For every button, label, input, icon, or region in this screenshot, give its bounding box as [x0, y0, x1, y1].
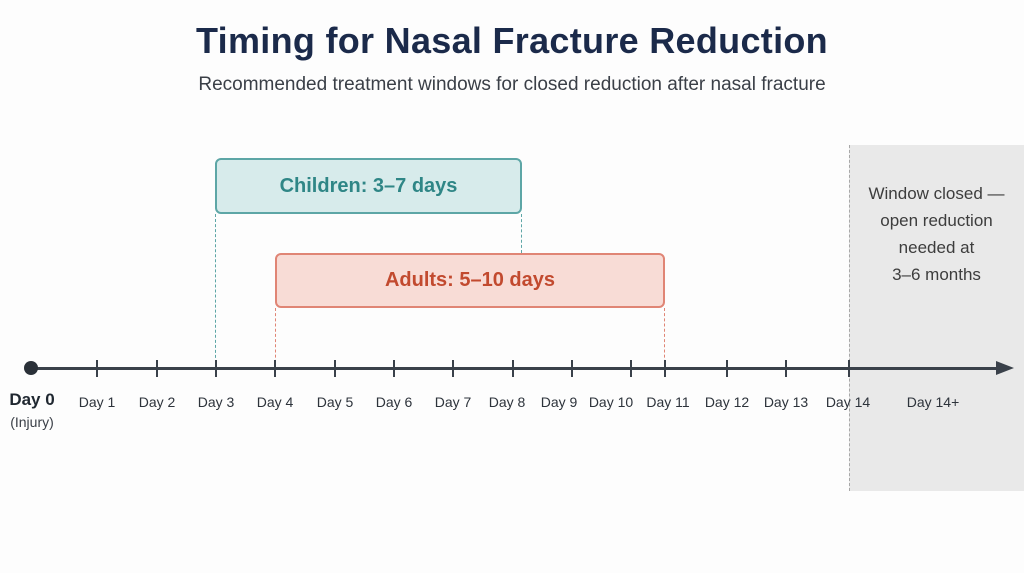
page-subtitle: Recommended treatment windows for closed… — [198, 74, 826, 95]
timeline-tick — [156, 360, 158, 377]
timeline-axis — [31, 367, 999, 370]
timeline-tick-label: Day 12 — [704, 394, 750, 410]
children-start-guide — [215, 214, 216, 368]
timeline-tick-label: Day 1 — [78, 394, 116, 410]
timeline-tick-label: Day 4 — [256, 394, 294, 410]
timeline-tick-label: Day 14 — [825, 394, 871, 410]
timeline-tick-label: Day 9 — [540, 394, 578, 410]
timeline-tick-label: Day 2 — [138, 394, 176, 410]
adults-window-label: Adults: 5–10 days — [384, 269, 556, 291]
timeline-tick — [334, 360, 336, 377]
adults-window-band: Adults: 5–10 days — [275, 253, 665, 308]
window-closed-line: needed at — [898, 238, 975, 257]
window-closed-zone — [849, 145, 1024, 491]
timeline-tick-label: Day 6 — [375, 394, 413, 410]
children-window-label: Children: 3–7 days — [279, 174, 458, 197]
children-end-guide — [521, 214, 522, 253]
timeline-tick — [512, 360, 514, 377]
timeline-tick-label: Day 8 — [488, 394, 526, 410]
page-title: Timing for Nasal Fracture Reduction — [196, 20, 828, 61]
timeline-tick — [571, 360, 573, 377]
timeline-tick — [848, 360, 850, 377]
window-closed-line: 3–6 months — [892, 265, 981, 284]
timeline-tick-label: Day 3 — [197, 394, 235, 410]
timeline-tick — [274, 360, 276, 377]
window-closed-line: open reduction — [880, 211, 993, 230]
adults-end-guide — [664, 308, 665, 368]
timeline-tick — [215, 360, 217, 377]
window-closed-line: Window closed — — [868, 184, 1005, 203]
timeline-tick-label: Day 11 — [646, 394, 690, 410]
timeline-origin-dot — [24, 361, 38, 375]
timeline-tick — [785, 360, 787, 377]
timeline-tick — [664, 360, 666, 377]
timeline-arrow-icon — [996, 361, 1014, 375]
timeline-tick — [393, 360, 395, 377]
day-0-sublabel: (Injury) — [10, 414, 54, 430]
timeline-tick-label: Day 13 — [763, 394, 809, 410]
timeline-tick — [96, 360, 98, 377]
timeline-tick-label: Day 14+ — [906, 394, 960, 410]
timeline-tick-label: Day 10 — [588, 394, 634, 410]
timeline-tick — [452, 360, 454, 377]
timeline-tick-label: Day 7 — [434, 394, 472, 410]
adults-start-guide — [275, 308, 276, 368]
timeline-tick — [726, 360, 728, 377]
children-window-band: Children: 3–7 days — [215, 158, 522, 214]
day-0-label: Day 0 — [9, 390, 55, 409]
timeline-tick-label: Day 5 — [316, 394, 354, 410]
window-closed-note: Window closed — open reduction needed at… — [849, 180, 1024, 288]
timeline-tick — [630, 360, 632, 377]
